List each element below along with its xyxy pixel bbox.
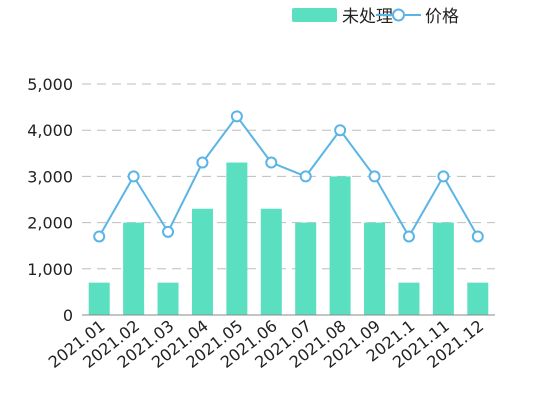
line-series	[93, 110, 484, 243]
line-point	[334, 124, 347, 137]
bar	[226, 162, 248, 315]
y-axis: 0 1,000 2,000 3,000 4,000 5,000	[27, 75, 73, 325]
line-point	[230, 110, 243, 123]
bar	[157, 282, 179, 315]
line-point	[299, 170, 312, 183]
bar	[329, 176, 351, 315]
bar	[295, 222, 317, 315]
bar	[191, 208, 213, 315]
price-line	[98, 114, 479, 239]
bar	[467, 282, 489, 315]
bar	[398, 282, 420, 315]
line-point	[471, 230, 484, 243]
y-tick-label: 4,000	[27, 121, 73, 140]
legend-swatch-bar	[292, 8, 337, 22]
bar	[123, 222, 145, 315]
bar	[88, 282, 110, 315]
bar-series	[88, 162, 489, 315]
y-tick-label: 5,000	[27, 75, 73, 94]
bar	[432, 222, 454, 315]
line-point	[265, 156, 278, 169]
grid-lines	[82, 83, 495, 270]
line-point	[93, 230, 106, 243]
line-point	[402, 230, 415, 243]
line-point	[196, 156, 209, 169]
bar	[260, 208, 282, 315]
bar	[364, 222, 386, 315]
x-axis: 2021.012021.022021.032021.042021.052021.…	[45, 314, 495, 372]
line-point	[127, 170, 140, 183]
y-tick-label: 3,000	[27, 167, 73, 186]
line-point	[162, 225, 175, 238]
line-point	[368, 170, 381, 183]
y-tick-label: 1,000	[27, 260, 73, 279]
legend-label-bar: 未处理	[342, 7, 393, 27]
line-point	[437, 170, 450, 183]
legend[interactable]: 未处理 价格	[292, 7, 459, 27]
legend-swatch-marker	[392, 8, 405, 22]
y-tick-label: 2,000	[27, 214, 73, 233]
legend-label-line: 价格	[425, 7, 459, 27]
y-tick-label: 0	[63, 306, 73, 325]
